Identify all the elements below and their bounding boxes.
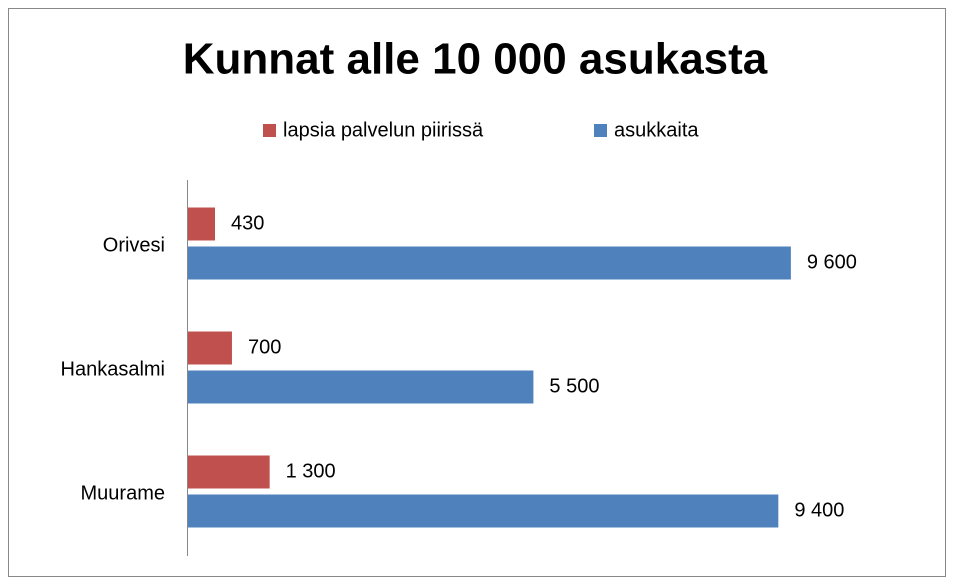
value-label: 700: [248, 336, 281, 358]
bar: [188, 331, 232, 365]
bar: [188, 494, 779, 528]
value-label: 430: [231, 212, 264, 234]
chart-frame: [8, 8, 946, 577]
chart-title: Kunnat alle 10 000 asukasta: [183, 35, 768, 84]
bar: [188, 455, 270, 489]
category-label: Muurame: [81, 482, 165, 504]
value-label: 9 600: [807, 251, 857, 273]
value-label: 9 400: [794, 499, 844, 521]
legend-label: asukkaita: [614, 119, 699, 141]
bar: [188, 370, 534, 404]
bar: [188, 246, 791, 280]
category-label: Hankasalmi: [61, 358, 165, 380]
value-label: 5 500: [549, 375, 599, 397]
legend-label: lapsia palvelun piirissä: [283, 119, 484, 141]
bar: [188, 207, 216, 241]
legend-swatch: [263, 124, 276, 137]
value-label: 1 300: [286, 460, 336, 482]
legend-swatch: [594, 124, 607, 137]
category-label: Orivesi: [103, 234, 165, 256]
